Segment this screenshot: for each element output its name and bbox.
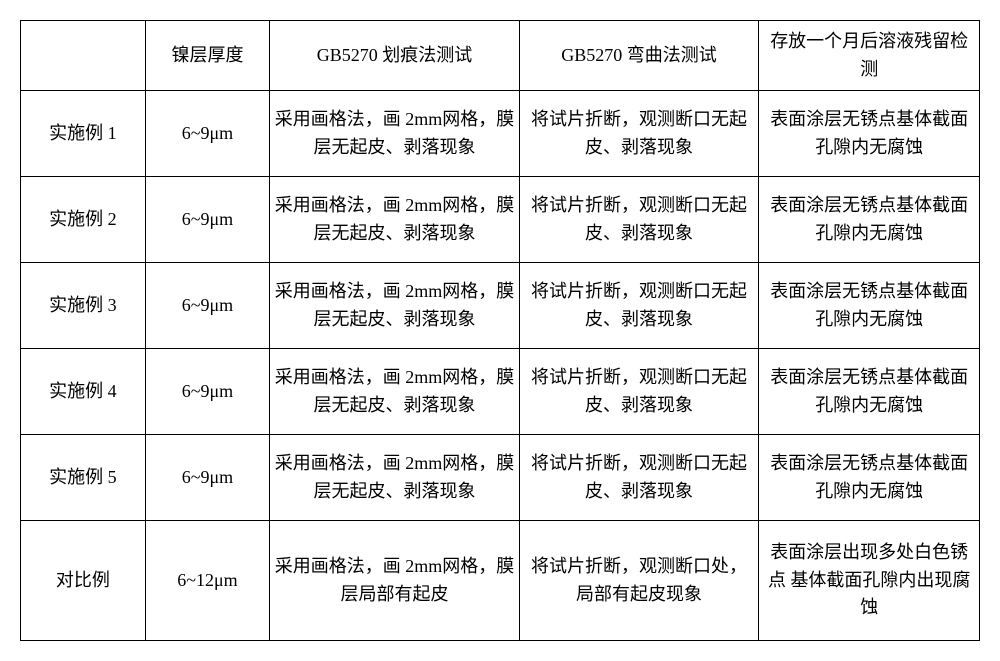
cell-thickness: 6~9μm (145, 177, 270, 263)
cell-bend: 将试片折断，观测断口处，局部有起皮现象 (519, 521, 759, 641)
table-header-row: 镍层厚度 GB5270 划痕法测试 GB5270 弯曲法测试 存放一个月后溶液残… (21, 21, 980, 91)
cell-scratch: 采用画格法，画 2mm网格，膜层局部有起皮 (270, 521, 519, 641)
row-label: 实施例 2 (21, 177, 146, 263)
cell-residual: 表面涂层无锈点基体截面孔隙内无腐蚀 (759, 177, 980, 263)
row-label: 对比例 (21, 521, 146, 641)
col-header-scratch-test: GB5270 划痕法测试 (270, 21, 519, 91)
col-header-residual: 存放一个月后溶液残留检测 (759, 21, 980, 91)
cell-residual: 表面涂层无锈点基体截面孔隙内无腐蚀 (759, 349, 980, 435)
table-row: 实施例 3 6~9μm 采用画格法，画 2mm网格，膜层无起皮、剥落现象 将试片… (21, 263, 980, 349)
cell-thickness: 6~9μm (145, 349, 270, 435)
cell-thickness: 6~9μm (145, 91, 270, 177)
cell-thickness: 6~9μm (145, 263, 270, 349)
results-table: 镍层厚度 GB5270 划痕法测试 GB5270 弯曲法测试 存放一个月后溶液残… (20, 20, 980, 641)
cell-bend: 将试片折断，观测断口无起皮、剥落现象 (519, 263, 759, 349)
cell-thickness: 6~9μm (145, 435, 270, 521)
col-header-blank (21, 21, 146, 91)
table-row: 实施例 1 6~9μm 采用画格法，画 2mm网格，膜层无起皮、剥落现象 将试片… (21, 91, 980, 177)
table-row: 对比例 6~12μm 采用画格法，画 2mm网格，膜层局部有起皮 将试片折断，观… (21, 521, 980, 641)
results-table-container: 镍层厚度 GB5270 划痕法测试 GB5270 弯曲法测试 存放一个月后溶液残… (20, 20, 980, 641)
cell-scratch: 采用画格法，画 2mm网格，膜层无起皮、剥落现象 (270, 349, 519, 435)
table-row: 实施例 2 6~9μm 采用画格法，画 2mm网格，膜层无起皮、剥落现象 将试片… (21, 177, 980, 263)
cell-residual: 表面涂层出现多处白色锈点 基体截面孔隙内出现腐蚀 (759, 521, 980, 641)
table-row: 实施例 5 6~9μm 采用画格法，画 2mm网格，膜层无起皮、剥落现象 将试片… (21, 435, 980, 521)
cell-scratch: 采用画格法，画 2mm网格，膜层无起皮、剥落现象 (270, 91, 519, 177)
col-header-thickness: 镍层厚度 (145, 21, 270, 91)
cell-bend: 将试片折断，观测断口无起皮、剥落现象 (519, 91, 759, 177)
cell-thickness: 6~12μm (145, 521, 270, 641)
table-body: 实施例 1 6~9μm 采用画格法，画 2mm网格，膜层无起皮、剥落现象 将试片… (21, 91, 980, 641)
cell-residual: 表面涂层无锈点基体截面孔隙内无腐蚀 (759, 435, 980, 521)
row-label: 实施例 5 (21, 435, 146, 521)
row-label: 实施例 4 (21, 349, 146, 435)
cell-scratch: 采用画格法，画 2mm网格，膜层无起皮、剥落现象 (270, 263, 519, 349)
cell-bend: 将试片折断，观测断口无起皮、剥落现象 (519, 435, 759, 521)
row-label: 实施例 1 (21, 91, 146, 177)
cell-bend: 将试片折断，观测断口无起皮、剥落现象 (519, 177, 759, 263)
cell-bend: 将试片折断，观测断口无起皮、剥落现象 (519, 349, 759, 435)
row-label: 实施例 3 (21, 263, 146, 349)
col-header-bend-test: GB5270 弯曲法测试 (519, 21, 759, 91)
cell-scratch: 采用画格法，画 2mm网格，膜层无起皮、剥落现象 (270, 177, 519, 263)
cell-residual: 表面涂层无锈点基体截面孔隙内无腐蚀 (759, 263, 980, 349)
cell-residual: 表面涂层无锈点基体截面孔隙内无腐蚀 (759, 91, 980, 177)
table-row: 实施例 4 6~9μm 采用画格法，画 2mm网格，膜层无起皮、剥落现象 将试片… (21, 349, 980, 435)
cell-scratch: 采用画格法，画 2mm网格，膜层无起皮、剥落现象 (270, 435, 519, 521)
